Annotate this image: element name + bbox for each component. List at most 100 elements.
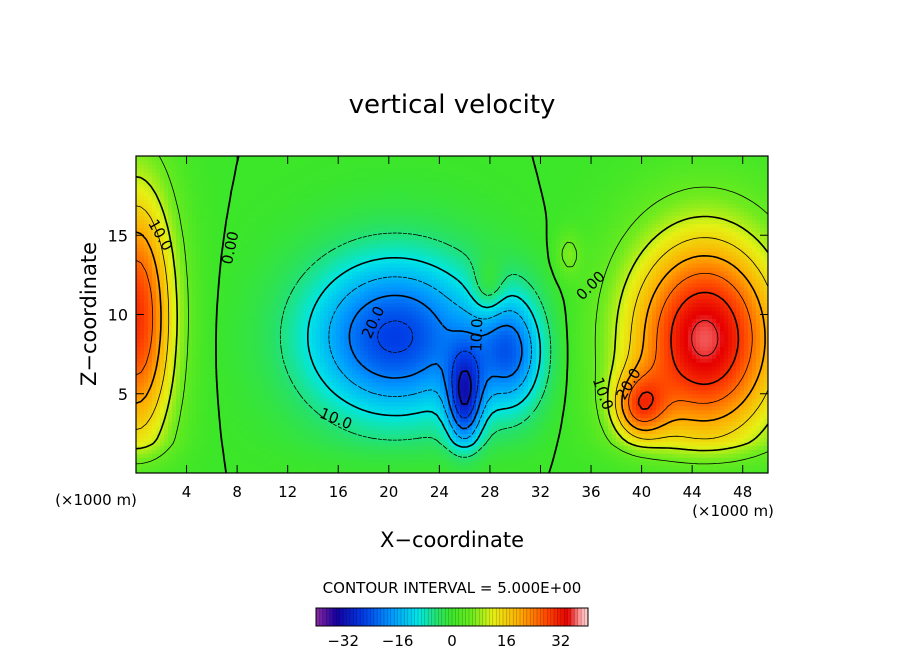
field-cell xyxy=(640,381,645,387)
field-cell xyxy=(392,429,397,434)
field-cell xyxy=(448,369,453,375)
field-cell xyxy=(156,465,161,470)
field-cell xyxy=(728,358,733,363)
field-cell xyxy=(560,405,565,411)
field-cell xyxy=(348,441,353,446)
field-cell xyxy=(544,393,549,399)
field-cell xyxy=(452,433,457,438)
field-cell xyxy=(220,373,225,379)
field-cell xyxy=(148,389,153,395)
field-cell xyxy=(624,433,629,438)
field-cell xyxy=(740,366,745,371)
field-cell xyxy=(220,405,225,411)
field-cell xyxy=(328,409,333,415)
field-cell xyxy=(404,369,409,375)
field-cell xyxy=(576,362,581,367)
field-cell xyxy=(336,377,341,383)
field-cell xyxy=(588,437,593,442)
field-cell xyxy=(512,405,517,411)
field-cell xyxy=(508,453,513,458)
field-cell xyxy=(348,346,353,351)
field-cell xyxy=(376,465,381,470)
field-cell xyxy=(728,409,733,415)
field-cell xyxy=(416,413,421,419)
field-cell xyxy=(504,441,509,446)
field-cell xyxy=(612,358,617,363)
field-cell xyxy=(352,429,357,434)
field-cell xyxy=(440,445,445,450)
field-cell xyxy=(696,413,701,419)
field-cell xyxy=(336,413,341,419)
field-cell xyxy=(464,366,469,371)
field-cell xyxy=(624,409,629,415)
field-cell xyxy=(332,377,337,383)
field-cell xyxy=(668,417,673,423)
field-cell xyxy=(664,401,669,407)
field-cell xyxy=(320,350,325,355)
field-cell xyxy=(620,469,625,473)
field-cell xyxy=(484,429,489,434)
field-cell xyxy=(424,421,429,427)
field-cell xyxy=(656,389,661,395)
field-cell xyxy=(176,373,181,379)
field-cell xyxy=(644,437,649,442)
field-cell xyxy=(632,393,637,399)
field-cell xyxy=(244,445,249,450)
field-cell xyxy=(328,457,333,462)
field-cell xyxy=(732,425,737,431)
field-cell xyxy=(196,381,201,387)
field-cell xyxy=(580,373,585,379)
field-cell xyxy=(388,441,393,446)
field-cell xyxy=(352,461,357,466)
field-cell xyxy=(624,362,629,367)
field-cell xyxy=(268,377,273,383)
field-cell xyxy=(580,465,585,470)
field-cell xyxy=(420,401,425,407)
field-cell xyxy=(204,457,209,462)
field-cell xyxy=(388,381,393,387)
field-cell xyxy=(376,417,381,423)
field-cell xyxy=(360,421,365,427)
field-cell xyxy=(352,457,357,462)
field-cell xyxy=(464,429,469,434)
field-cell xyxy=(760,461,765,466)
field-cell xyxy=(760,417,765,423)
field-cell xyxy=(392,393,397,399)
field-cell xyxy=(564,437,569,442)
field-cell xyxy=(568,397,573,403)
field-cell xyxy=(208,461,213,466)
field-cell xyxy=(164,433,169,438)
field-cell xyxy=(764,449,768,454)
field-cell xyxy=(304,433,309,438)
field-cell xyxy=(304,366,309,371)
field-cell xyxy=(684,425,689,431)
field-cell xyxy=(556,366,561,371)
field-cell xyxy=(312,389,317,395)
field-cell xyxy=(536,453,541,458)
field-cell xyxy=(216,433,221,438)
field-cell xyxy=(696,373,701,379)
field-cell xyxy=(408,389,413,395)
field-cell xyxy=(752,362,757,367)
field-cell xyxy=(348,377,353,383)
field-cell xyxy=(176,413,181,419)
field-cell xyxy=(484,441,489,446)
field-cell xyxy=(708,433,713,438)
field-cell xyxy=(324,397,329,403)
field-cell xyxy=(540,405,545,411)
field-cell xyxy=(724,465,729,470)
field-cell xyxy=(276,449,281,454)
field-cell xyxy=(428,369,433,375)
field-cell xyxy=(300,441,305,446)
field-cell xyxy=(288,433,293,438)
field-cell xyxy=(552,397,557,403)
field-cell xyxy=(320,413,325,419)
field-cell xyxy=(260,465,265,470)
field-cell xyxy=(564,445,569,450)
field-cell xyxy=(348,373,353,379)
field-cell xyxy=(372,433,377,438)
field-cell xyxy=(576,465,581,470)
field-cell xyxy=(532,425,537,431)
field-cell xyxy=(228,413,233,419)
field-cell xyxy=(452,469,457,473)
